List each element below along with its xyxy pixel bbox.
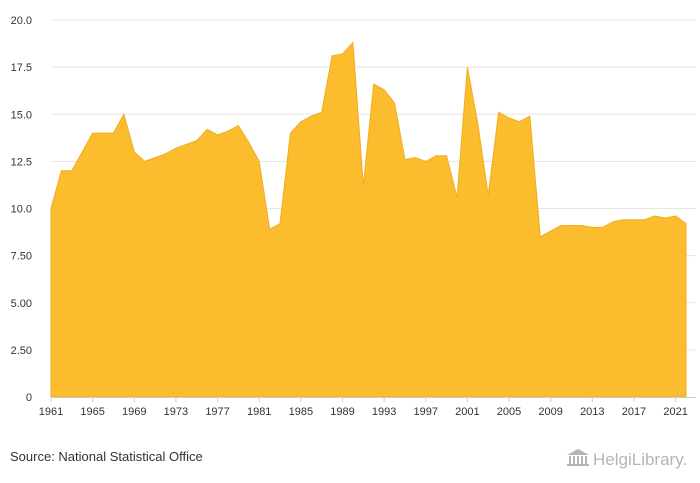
series-area [50, 41, 687, 398]
library-building-icon [567, 449, 589, 466]
x-tick-label: 2013 [580, 406, 604, 418]
series-layer [50, 41, 687, 398]
y-tick-label: 0 [26, 392, 32, 404]
x-axis-ticks: 1961 1965 1969 1973 1977 1981 1985 1989 1993 1997… [39, 397, 688, 418]
y-tick-label: 2.50 [11, 345, 32, 357]
x-tick-label: 2009 [538, 406, 562, 418]
x-tick-label: 2005 [497, 406, 521, 418]
y-tick-label: 15.0 [11, 109, 32, 121]
y-tick-label: 17.5 [11, 62, 32, 74]
x-tick-label: 1969 [122, 406, 146, 418]
x-tick-label: 1993 [372, 406, 396, 418]
y-tick-label: 12.5 [11, 156, 32, 168]
brand-wordmark: HelgiLibrary. [593, 450, 687, 469]
x-tick-label: 1985 [289, 406, 313, 418]
x-tick-label: 1981 [247, 406, 271, 418]
source-note: Source: National Statistical Office [10, 449, 203, 464]
y-tick-label: 10.0 [11, 204, 32, 216]
x-tick-label: 1961 [39, 406, 63, 418]
y-tick-label: 20.0 [11, 15, 32, 27]
y-tick-label: 5.00 [11, 298, 32, 310]
helgi-library-logo: HelgiLibrary. [567, 449, 687, 469]
y-tick-label: 7.50 [11, 251, 32, 263]
x-tick-label: 1989 [330, 406, 354, 418]
y-axis-ticks: 0 2.50 5.00 7.50 10.0 12.5 15.0 17.5 20.0 [11, 15, 32, 404]
x-tick-label: 2017 [622, 406, 646, 418]
x-tick-label: 1997 [414, 406, 438, 418]
x-tick-label: 1977 [205, 406, 229, 418]
x-tick-label: 1965 [80, 406, 104, 418]
x-tick-label: 1973 [164, 406, 188, 418]
x-tick-label: 2001 [455, 406, 479, 418]
x-tick-label: 2021 [663, 406, 687, 418]
